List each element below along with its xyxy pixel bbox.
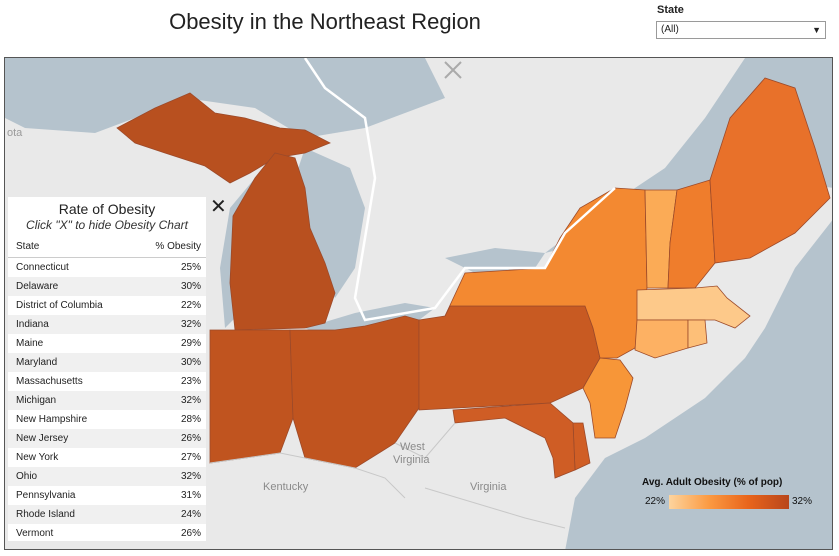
map-view[interactable]: ota West Virginia Kentucky Virginia Avg.… (4, 57, 833, 550)
row-state: New Hampshire (16, 414, 88, 425)
kentucky-border (209, 452, 406, 499)
state-filter-label: State (657, 4, 684, 16)
row-obesity: 29% (180, 338, 201, 349)
canada-border (303, 58, 616, 322)
row-obesity: 24% (180, 509, 201, 520)
table-row: New Hampshire 28% (8, 410, 206, 429)
row-state: Michigan (16, 395, 57, 406)
row-state: Connecticut (16, 262, 69, 273)
row-obesity: 28% (180, 414, 201, 425)
map-label-kentucky: Kentucky (263, 481, 309, 493)
legend-gradient-bar (669, 495, 789, 509)
row-state: Delaware (16, 281, 59, 292)
panel-subtitle: Click "X" to hide Obesity Chart (26, 218, 188, 232)
table-row: Pennsylvania 31% (8, 486, 206, 505)
table-row: Rhode Island 24% (8, 505, 206, 524)
obesity-chart-panel: Rate of Obesity Click "X" to hide Obesit… (8, 197, 206, 541)
state-filter-value: (All) (661, 24, 679, 35)
row-obesity: 30% (180, 357, 201, 368)
row-state: Maine (16, 338, 44, 349)
row-state: New Jersey (16, 433, 69, 444)
table-row: New Jersey 26% (8, 429, 206, 448)
row-obesity: 32% (180, 319, 201, 330)
row-obesity: 25% (180, 262, 201, 273)
row-obesity: 22% (180, 300, 201, 311)
table-row: Delaware 30% (8, 277, 206, 296)
row-obesity: 31% (180, 490, 201, 501)
map-label-ota: ota (7, 127, 23, 139)
page-title: Obesity in the Northeast Region (169, 9, 481, 34)
table-row: Ohio 32% (8, 467, 206, 486)
panel-title: Rate of Obesity (58, 201, 156, 217)
state-indiana (209, 329, 294, 464)
table-row: Massachusetts 23% (8, 372, 206, 391)
row-state: Indiana (16, 319, 49, 330)
row-state: New York (16, 452, 59, 463)
row-obesity: 26% (180, 433, 201, 444)
column-header-obesity: % Obesity (155, 241, 201, 252)
row-state: Ohio (16, 471, 38, 482)
legend-max: 32% (792, 496, 813, 507)
row-obesity: 32% (180, 471, 201, 482)
legend-title: Avg. Adult Obesity (% of pop) (642, 477, 783, 488)
table-row: Vermont 26% (8, 524, 206, 543)
state-michigan-up (116, 92, 331, 184)
lake-erie (305, 303, 435, 338)
state-rhode-island (687, 319, 708, 349)
atlantic-ocean (565, 220, 832, 549)
chevron-down-icon: ▼ (812, 25, 821, 35)
row-obesity: 30% (180, 281, 201, 292)
close-icon[interactable]: ✕ (210, 196, 227, 218)
table-row: Maine 29% (8, 334, 206, 353)
table-row: New York 27% (8, 448, 206, 467)
state-connecticut (634, 319, 689, 359)
legend-min: 22% (645, 496, 666, 507)
map-marker-x-icon (444, 61, 462, 79)
table-body: Connecticut 25% Delaware 30% District of Col… (8, 258, 206, 543)
table-header: State % Obesity (8, 237, 206, 258)
row-state: Maryland (16, 357, 58, 368)
row-state: Vermont (16, 528, 54, 539)
row-obesity: 23% (180, 376, 201, 387)
table-row: Michigan 32% (8, 391, 206, 410)
state-maryland (452, 402, 576, 479)
row-state: District of Columbia (16, 300, 103, 311)
table-row: Connecticut 25% (8, 258, 206, 277)
table-row: Indiana 32% (8, 315, 206, 334)
virginia-border (394, 422, 566, 529)
lake-superior (5, 58, 445, 138)
lake-huron (295, 148, 365, 298)
state-filter-dropdown[interactable]: (All) ▼ (656, 21, 826, 39)
row-obesity: 32% (180, 395, 201, 406)
state-new-jersey (582, 357, 634, 439)
map-canvas: ota West Virginia Kentucky Virginia (5, 58, 832, 549)
map-label-west: West (400, 441, 425, 453)
row-obesity: 27% (180, 452, 201, 463)
map-label-virginia: Virginia (470, 481, 507, 493)
row-state: Massachusetts (16, 376, 83, 387)
column-header-state: State (16, 241, 40, 252)
row-state: Rhode Island (16, 509, 75, 520)
map-label-west-virginia: Virginia (393, 454, 430, 466)
row-obesity: 26% (180, 528, 201, 539)
state-maine (709, 77, 831, 264)
row-state: Pennsylvania (16, 490, 76, 501)
legend: Avg. Adult Obesity (% of pop) 22% 32% (642, 477, 822, 511)
table-row: District of Columbia 22% (8, 296, 206, 315)
table-row: Maryland 30% (8, 353, 206, 372)
